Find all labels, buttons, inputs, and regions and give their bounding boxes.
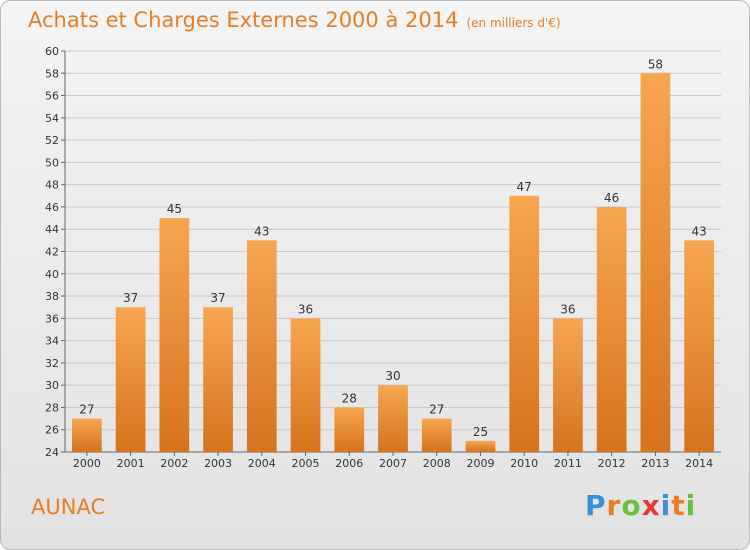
logo-letter: r xyxy=(606,489,622,522)
bar-2003 xyxy=(203,307,233,452)
bar-2005 xyxy=(290,318,321,452)
data-label: 37 xyxy=(210,291,225,305)
bar-2012 xyxy=(596,206,627,452)
logo-letter: i xyxy=(685,489,697,522)
data-label: 43 xyxy=(691,224,706,238)
x-tick-label: 2013 xyxy=(641,457,669,470)
data-label: 43 xyxy=(254,224,269,238)
x-tick-label: 2007 xyxy=(379,457,407,470)
x-tick-label: 2000 xyxy=(73,457,101,470)
data-labels: 27 37 45 37 43 36 28 30 27 25 47 36 46 58 43 xyxy=(79,57,707,439)
x-tick-label: 2009 xyxy=(466,457,494,470)
data-label: 36 xyxy=(298,302,313,316)
y-tick-labels: 24 26 28 30 32 34 36 38 40 42 44 46 48 50 52 54 56 58 60 xyxy=(45,45,59,459)
title-text: Achats et Charges Externes 2000 à 2014 xyxy=(28,8,459,32)
proxiti-logo[interactable]: Proxiti xyxy=(585,489,696,522)
logo-letter: P xyxy=(585,489,607,522)
x-tick-label: 2010 xyxy=(510,457,538,470)
town-name: AUNAC xyxy=(31,495,106,519)
data-label: 58 xyxy=(648,57,663,71)
x-tick-label: 2006 xyxy=(335,457,363,470)
y-tick-label: 46 xyxy=(45,201,59,214)
y-tick-label: 36 xyxy=(45,312,59,325)
logo-letter: t xyxy=(671,489,686,522)
y-tick-label: 40 xyxy=(45,268,59,281)
data-label: 27 xyxy=(79,403,94,417)
bar-2008 xyxy=(421,418,452,452)
data-label: 45 xyxy=(167,202,182,216)
bar-2004 xyxy=(246,240,277,452)
y-tick-label: 42 xyxy=(45,246,59,259)
y-tick-label: 26 xyxy=(45,424,59,437)
bar-2014 xyxy=(684,240,715,452)
bar-2010 xyxy=(509,195,540,453)
data-label: 36 xyxy=(560,302,575,316)
bar-2013 xyxy=(640,73,671,453)
y-tick-label: 58 xyxy=(45,67,59,80)
data-label: 25 xyxy=(473,425,488,439)
y-tick-label: 56 xyxy=(45,90,59,103)
x-tick-labels: 2000 2001 2002 2003 2004 2005 2006 2007 2008 2009… xyxy=(73,457,713,470)
x-tick-label: 2012 xyxy=(598,457,626,470)
bar-2009 xyxy=(465,440,496,452)
x-tick-label: 2001 xyxy=(117,457,145,470)
x-tick-label: 2002 xyxy=(160,457,188,470)
data-label: 46 xyxy=(604,191,619,205)
x-tick-label: 2003 xyxy=(204,457,232,470)
y-tick-label: 60 xyxy=(45,45,59,58)
data-label: 28 xyxy=(342,391,357,405)
y-tick-label: 48 xyxy=(45,179,59,192)
logo-letter: i xyxy=(660,489,672,522)
data-label: 30 xyxy=(385,369,400,383)
y-tick-label: 34 xyxy=(45,335,59,348)
logo-letter: x xyxy=(641,489,661,522)
y-tick-label: 50 xyxy=(45,156,59,169)
y-tick-label: 44 xyxy=(45,223,59,236)
logo-letter: o xyxy=(621,489,642,522)
data-label: 47 xyxy=(517,180,532,194)
x-tick-label: 2008 xyxy=(423,457,451,470)
bar-2007 xyxy=(378,385,408,452)
bar-2002 xyxy=(159,218,190,452)
bar-2000 xyxy=(71,418,102,452)
y-tick-label: 54 xyxy=(45,112,59,125)
unit-label: (en milliers d'€) xyxy=(466,16,561,30)
x-tick-label: 2005 xyxy=(292,457,320,470)
y-tick-label: 52 xyxy=(45,134,59,147)
bar-2011 xyxy=(553,318,583,452)
bar-2006 xyxy=(334,407,365,452)
x-tick-label: 2014 xyxy=(685,457,713,470)
y-tick-label: 32 xyxy=(45,357,59,370)
y-tick-label: 30 xyxy=(45,379,59,392)
bar-2001 xyxy=(115,307,146,452)
data-label: 37 xyxy=(123,291,138,305)
y-tick-label: 28 xyxy=(45,401,59,414)
chart-title: Achats et Charges Externes 2000 à 2014 (e… xyxy=(28,8,561,32)
y-tick-label: 24 xyxy=(45,446,59,459)
bars xyxy=(71,73,715,453)
x-tick-label: 2011 xyxy=(554,457,582,470)
y-tick-label: 38 xyxy=(45,290,59,303)
data-label: 27 xyxy=(429,403,444,417)
x-tick-label: 2004 xyxy=(248,457,276,470)
